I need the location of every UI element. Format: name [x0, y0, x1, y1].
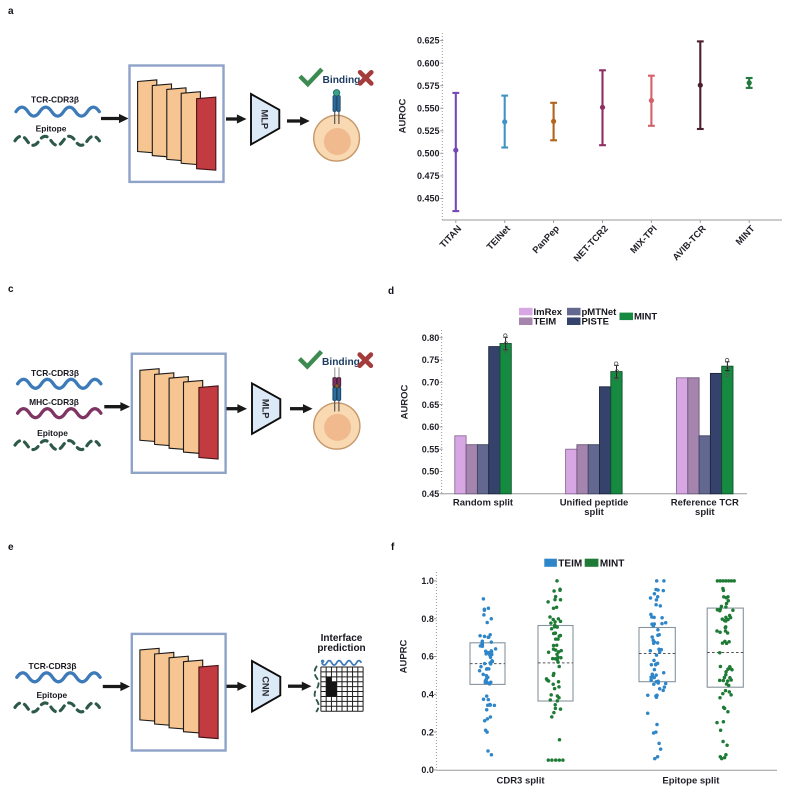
svg-text:0.4: 0.4	[421, 690, 434, 700]
svg-text:Reference TCR: Reference TCR	[671, 498, 739, 509]
svg-text:Unified peptide: Unified peptide	[560, 498, 629, 509]
svg-text:TEIM: TEIM	[534, 317, 557, 328]
svg-text:CNN: CNN	[261, 676, 271, 696]
svg-text:d: d	[388, 286, 394, 297]
svg-text:0.65: 0.65	[422, 400, 440, 410]
svg-text:a: a	[8, 6, 14, 17]
svg-text:PISTE: PISTE	[582, 317, 609, 328]
svg-text:0.450: 0.450	[417, 194, 440, 204]
svg-text:MINT: MINT	[634, 312, 657, 323]
svg-text:AUROC: AUROC	[400, 384, 411, 419]
svg-text:0.0: 0.0	[421, 765, 434, 775]
svg-text:TCR-CDR3β: TCR-CDR3β	[29, 661, 77, 671]
svg-text:f: f	[391, 542, 395, 553]
svg-text:Binding: Binding	[322, 357, 360, 368]
svg-text:MLP: MLP	[261, 399, 271, 419]
svg-text:Epitope: Epitope	[36, 690, 67, 700]
svg-text:TCR-CDR3β: TCR-CDR3β	[31, 368, 79, 378]
svg-text:0.525: 0.525	[417, 126, 440, 136]
svg-text:0.50: 0.50	[422, 467, 440, 477]
svg-text:TEIM: TEIM	[558, 558, 582, 569]
svg-text:0.55: 0.55	[422, 444, 440, 454]
svg-text:Epitope: Epitope	[37, 428, 68, 438]
svg-text:1.0: 1.0	[421, 576, 434, 586]
svg-text:split: split	[695, 507, 715, 518]
svg-text:0.600: 0.600	[417, 58, 440, 68]
svg-text:Binding: Binding	[323, 75, 361, 86]
svg-text:0.75: 0.75	[422, 355, 440, 365]
svg-text:MLP: MLP	[260, 109, 270, 129]
svg-text:Epitope split: Epitope split	[662, 776, 720, 787]
svg-text:split: split	[584, 507, 604, 518]
svg-text:c: c	[8, 284, 14, 295]
svg-text:0.45: 0.45	[422, 489, 440, 499]
svg-text:AUPRC: AUPRC	[399, 639, 410, 673]
svg-text:prediction: prediction	[317, 643, 365, 654]
svg-text:TCR-CDR3β: TCR-CDR3β	[31, 94, 79, 104]
svg-text:Epitope: Epitope	[36, 123, 67, 133]
svg-text:MHC-CDR3β: MHC-CDR3β	[29, 397, 79, 407]
svg-text:e: e	[8, 542, 14, 553]
svg-text:0.70: 0.70	[422, 378, 440, 388]
svg-text:Random split: Random split	[453, 498, 514, 509]
svg-text:Interface: Interface	[321, 633, 363, 644]
svg-text:0.2: 0.2	[421, 727, 434, 737]
svg-text:AUROC: AUROC	[398, 98, 409, 133]
svg-text:0.500: 0.500	[417, 149, 440, 159]
svg-text:pMTNet: pMTNet	[582, 307, 618, 318]
svg-text:0.575: 0.575	[417, 81, 440, 91]
svg-text:0.60: 0.60	[422, 422, 440, 432]
svg-text:ImRex: ImRex	[534, 307, 563, 318]
svg-text:0.8: 0.8	[421, 614, 434, 624]
svg-text:0.475: 0.475	[417, 171, 440, 181]
svg-text:0.6: 0.6	[421, 652, 434, 662]
svg-text:0.550: 0.550	[417, 103, 440, 113]
svg-text:0.625: 0.625	[417, 36, 440, 46]
svg-text:MINT: MINT	[600, 558, 624, 569]
svg-text:0.80: 0.80	[422, 333, 440, 343]
svg-text:CDR3 split: CDR3 split	[496, 776, 545, 787]
